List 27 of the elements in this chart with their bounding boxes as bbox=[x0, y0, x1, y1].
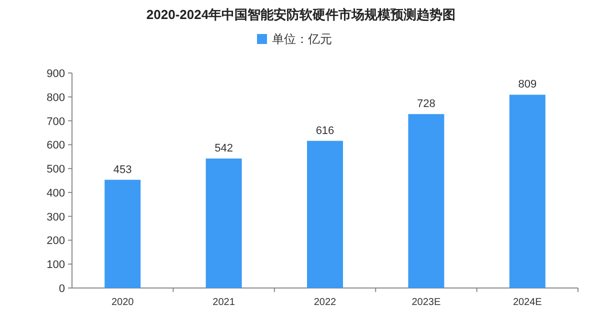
y-tick-label: 200 bbox=[46, 235, 65, 248]
y-tick-label: 400 bbox=[46, 187, 65, 200]
x-tick-label: 2023E bbox=[412, 297, 441, 308]
y-tick-label: 0 bbox=[58, 283, 65, 295]
y-tick-label: 800 bbox=[46, 92, 65, 104]
bar bbox=[206, 158, 242, 288]
data-label: 809 bbox=[518, 78, 537, 91]
y-tick-label: 700 bbox=[46, 116, 65, 128]
data-label: 616 bbox=[316, 124, 334, 137]
bar bbox=[307, 140, 343, 288]
y-tick-label: 600 bbox=[46, 140, 65, 152]
x-tick-label: 2020 bbox=[111, 297, 134, 308]
chart-title: 2020-2024年中国智能安防软硬件市场规模预测趋势图 bbox=[146, 7, 456, 22]
bar bbox=[509, 94, 546, 288]
x-tick-label: 2021 bbox=[212, 297, 236, 308]
data-label: 453 bbox=[113, 164, 132, 176]
y-tick-label: 900 bbox=[46, 68, 65, 80]
legend-label: 单位：亿元 bbox=[272, 32, 332, 46]
x-tick-label: 2022 bbox=[314, 297, 337, 308]
bar bbox=[408, 114, 444, 288]
x-tick-label: 2024E bbox=[512, 297, 542, 308]
y-tick-label: 500 bbox=[46, 164, 65, 176]
bar bbox=[104, 180, 141, 288]
data-label: 728 bbox=[417, 98, 436, 110]
y-tick-label: 300 bbox=[46, 211, 65, 224]
y-tick-label: 100 bbox=[46, 259, 65, 272]
data-label: 542 bbox=[214, 142, 233, 155]
